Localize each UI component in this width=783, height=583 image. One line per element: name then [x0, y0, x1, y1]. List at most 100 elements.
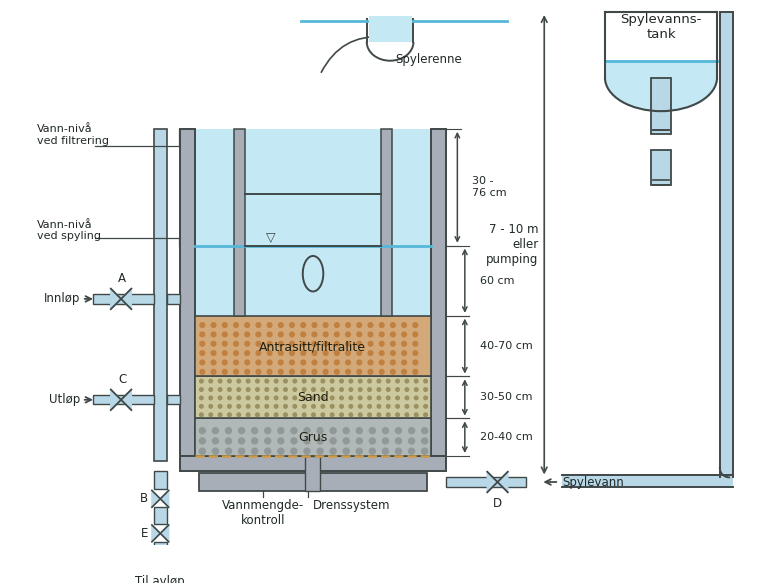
Circle shape: [349, 405, 352, 408]
Circle shape: [301, 342, 305, 346]
Circle shape: [256, 405, 259, 408]
Circle shape: [301, 370, 305, 374]
Circle shape: [424, 396, 428, 400]
Bar: [93, 395, 153, 405]
Circle shape: [312, 323, 317, 328]
Circle shape: [233, 342, 238, 346]
Circle shape: [334, 370, 339, 374]
Circle shape: [323, 351, 328, 356]
Circle shape: [278, 448, 283, 454]
Circle shape: [312, 342, 317, 346]
Text: 40-70 cm: 40-70 cm: [480, 341, 532, 351]
Circle shape: [346, 351, 351, 356]
Circle shape: [424, 388, 428, 391]
Bar: [431, 129, 446, 456]
Circle shape: [267, 351, 272, 356]
Circle shape: [274, 396, 278, 400]
Circle shape: [368, 405, 371, 408]
Circle shape: [349, 388, 352, 391]
Circle shape: [256, 332, 261, 337]
Circle shape: [274, 405, 278, 408]
Circle shape: [200, 438, 205, 444]
Circle shape: [422, 438, 428, 444]
Text: Antrasitt/filtralite: Antrasitt/filtralite: [259, 340, 366, 353]
Circle shape: [379, 342, 384, 346]
Circle shape: [247, 388, 250, 391]
Polygon shape: [152, 525, 161, 542]
Circle shape: [409, 448, 414, 454]
Bar: [153, 542, 167, 565]
Text: Spylevanns-
tank: Spylevanns- tank: [620, 13, 702, 41]
Circle shape: [239, 428, 244, 434]
Circle shape: [274, 388, 278, 391]
Circle shape: [391, 342, 395, 346]
Circle shape: [283, 396, 287, 400]
Circle shape: [343, 428, 349, 434]
Circle shape: [357, 370, 362, 374]
Circle shape: [312, 360, 317, 365]
Circle shape: [422, 448, 428, 454]
Circle shape: [409, 438, 414, 444]
Text: B: B: [140, 492, 148, 505]
Circle shape: [395, 438, 402, 444]
Circle shape: [323, 323, 328, 328]
Circle shape: [391, 351, 395, 356]
Circle shape: [409, 428, 414, 434]
Circle shape: [356, 438, 363, 444]
Circle shape: [379, 360, 384, 365]
Circle shape: [278, 438, 283, 444]
Circle shape: [301, 332, 305, 337]
Circle shape: [379, 332, 384, 337]
Polygon shape: [161, 525, 168, 542]
Circle shape: [377, 380, 381, 383]
Polygon shape: [111, 289, 121, 309]
Circle shape: [359, 380, 362, 383]
Circle shape: [334, 332, 339, 337]
Circle shape: [239, 448, 244, 454]
Circle shape: [330, 405, 334, 408]
Circle shape: [211, 360, 216, 365]
Circle shape: [346, 323, 351, 328]
Circle shape: [317, 428, 323, 434]
Circle shape: [368, 413, 371, 416]
Circle shape: [283, 388, 287, 391]
Circle shape: [228, 413, 231, 416]
Circle shape: [267, 360, 272, 365]
Circle shape: [283, 413, 287, 416]
Circle shape: [228, 405, 231, 408]
Circle shape: [291, 438, 297, 444]
Circle shape: [290, 342, 294, 346]
Circle shape: [387, 413, 390, 416]
Circle shape: [317, 438, 323, 444]
Circle shape: [346, 370, 351, 374]
Text: E: E: [141, 527, 148, 540]
Circle shape: [346, 342, 351, 346]
Circle shape: [226, 448, 232, 454]
Circle shape: [226, 438, 232, 444]
Circle shape: [413, 370, 417, 374]
Circle shape: [211, 323, 216, 328]
Circle shape: [395, 428, 402, 434]
Circle shape: [323, 342, 328, 346]
Circle shape: [321, 380, 325, 383]
Circle shape: [334, 323, 339, 328]
Circle shape: [414, 388, 418, 391]
Circle shape: [405, 413, 409, 416]
Circle shape: [387, 380, 390, 383]
Circle shape: [368, 388, 371, 391]
Circle shape: [256, 370, 261, 374]
Circle shape: [334, 360, 339, 365]
Circle shape: [200, 351, 204, 356]
Circle shape: [312, 370, 317, 374]
Text: Vann-nivå
ved filtrering: Vann-nivå ved filtrering: [37, 124, 109, 146]
Circle shape: [274, 380, 278, 383]
Circle shape: [200, 380, 203, 383]
Circle shape: [247, 413, 250, 416]
Circle shape: [293, 396, 297, 400]
Circle shape: [251, 428, 258, 434]
Circle shape: [382, 438, 388, 444]
Polygon shape: [497, 472, 508, 492]
Text: 30 -
76 cm: 30 - 76 cm: [472, 177, 507, 198]
Circle shape: [346, 332, 351, 337]
Circle shape: [302, 380, 306, 383]
